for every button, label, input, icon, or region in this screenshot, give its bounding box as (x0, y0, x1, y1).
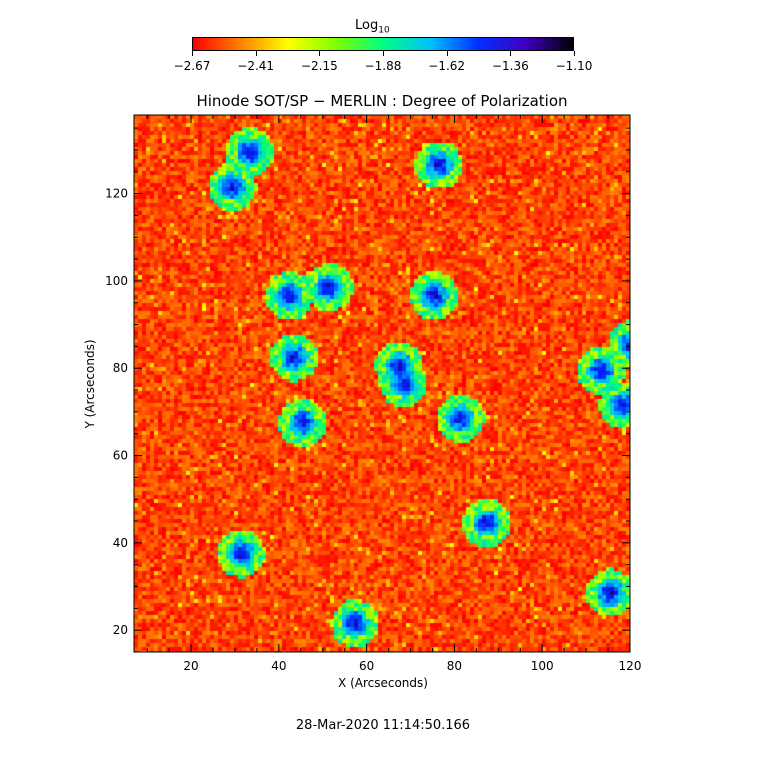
x-tick-label: 120 (619, 659, 642, 673)
x-tick-label: 60 (359, 659, 374, 673)
x-tick-label: 100 (531, 659, 554, 673)
y-tick-label: 100 (105, 274, 128, 288)
colorbar-tick-label: −1.62 (428, 59, 466, 73)
colorbar-tick-mark (510, 51, 512, 56)
colorbar-tick-label: −2.15 (300, 59, 338, 73)
colorbar-tick-mark (383, 51, 384, 56)
colorbar-tick-label: −1.88 (364, 59, 402, 73)
y-tick-label: 80 (113, 361, 128, 375)
y-tick-label: 40 (113, 536, 128, 550)
colorbar-tick-mark (255, 51, 257, 56)
y-tick-label: 120 (105, 187, 128, 201)
colorbar-tick-mark (446, 51, 448, 56)
colorbar-tick-label: −1.36 (491, 59, 529, 73)
y-axis-label: Y (Arcseconds) (83, 339, 97, 429)
colorbar-tick-label: −1.10 (555, 59, 593, 73)
colorbar-tick-mark (192, 51, 193, 56)
plot-frame (133, 114, 631, 653)
y-tick-label: 20 (113, 623, 128, 637)
colorbar-title: Log10 (355, 18, 390, 36)
polarization-map (134, 115, 630, 652)
x-tick-label: 20 (183, 659, 198, 673)
heatmap-image (134, 115, 630, 652)
colorbar (192, 37, 574, 51)
axes: 20 40 60 80 100 120 20 40 60 80 100 120 (105, 114, 642, 673)
colorbar-tick-label: −2.41 (237, 59, 275, 73)
x-tick-label: 80 (447, 659, 462, 673)
timestamp: 28-Mar-2020 11:14:50.166 (295, 718, 471, 733)
y-tick-label: 60 (113, 449, 128, 463)
colorbar-tick-label: −2.67 (173, 59, 211, 73)
chart-title: Hinode SOT/SP − MERLIN : Degree of Polar… (196, 92, 568, 110)
x-tick-label: 40 (271, 659, 286, 673)
colorbar-ticks: −2.67 −2.41 −2.15 −1.88 −1.62 −1.36 −1.10 (0, 0, 764, 90)
colorbar-tick-mark (574, 51, 575, 56)
colorbar-tick-mark (319, 51, 321, 56)
